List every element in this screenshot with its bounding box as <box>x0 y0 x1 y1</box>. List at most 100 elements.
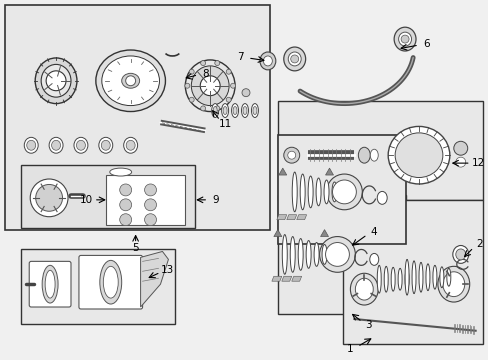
Ellipse shape <box>99 137 113 153</box>
Ellipse shape <box>350 273 377 305</box>
Ellipse shape <box>437 266 469 302</box>
Text: 5: 5 <box>132 243 139 253</box>
Bar <box>21 165 195 228</box>
Text: 9: 9 <box>212 195 219 205</box>
Circle shape <box>214 106 219 111</box>
Ellipse shape <box>369 149 377 161</box>
Ellipse shape <box>290 237 295 272</box>
Ellipse shape <box>42 265 58 303</box>
Ellipse shape <box>305 240 310 268</box>
Circle shape <box>125 76 135 86</box>
Ellipse shape <box>439 267 443 288</box>
Bar <box>343 200 482 344</box>
Circle shape <box>200 60 205 66</box>
Polygon shape <box>286 215 296 220</box>
Polygon shape <box>278 168 286 175</box>
Circle shape <box>283 147 299 163</box>
FancyBboxPatch shape <box>79 255 142 309</box>
Text: 8: 8 <box>202 69 209 78</box>
Circle shape <box>120 199 131 211</box>
Ellipse shape <box>355 278 372 300</box>
Ellipse shape <box>41 64 71 97</box>
Circle shape <box>214 60 219 66</box>
Ellipse shape <box>102 56 159 105</box>
Polygon shape <box>320 230 328 237</box>
Polygon shape <box>281 276 291 281</box>
Circle shape <box>120 214 131 226</box>
Circle shape <box>290 55 298 63</box>
Ellipse shape <box>24 137 38 153</box>
Ellipse shape <box>394 133 442 177</box>
Ellipse shape <box>35 58 77 104</box>
Circle shape <box>242 89 249 96</box>
Ellipse shape <box>376 265 381 293</box>
Ellipse shape <box>122 73 139 88</box>
Bar <box>21 249 175 324</box>
Circle shape <box>455 157 465 167</box>
Ellipse shape <box>393 27 415 51</box>
Ellipse shape <box>387 126 449 184</box>
Ellipse shape <box>397 268 401 290</box>
Polygon shape <box>141 251 168 307</box>
Ellipse shape <box>123 137 137 153</box>
Polygon shape <box>291 276 301 281</box>
Ellipse shape <box>425 264 429 291</box>
Text: 2: 2 <box>475 239 482 249</box>
Ellipse shape <box>101 140 110 150</box>
Circle shape <box>189 97 194 102</box>
Circle shape <box>200 76 220 96</box>
Ellipse shape <box>287 52 301 66</box>
Ellipse shape <box>221 104 228 117</box>
Circle shape <box>46 71 66 91</box>
Ellipse shape <box>103 266 118 298</box>
Ellipse shape <box>418 262 422 292</box>
Circle shape <box>184 83 189 88</box>
Ellipse shape <box>233 107 237 114</box>
Ellipse shape <box>260 52 275 70</box>
Ellipse shape <box>324 180 328 204</box>
Ellipse shape <box>231 104 238 117</box>
Ellipse shape <box>45 270 55 298</box>
Polygon shape <box>271 276 281 281</box>
Ellipse shape <box>411 261 415 294</box>
Ellipse shape <box>384 266 387 292</box>
Circle shape <box>120 184 131 196</box>
Bar <box>105 175 185 225</box>
Ellipse shape <box>213 107 217 114</box>
Circle shape <box>230 83 235 88</box>
FancyBboxPatch shape <box>29 261 71 307</box>
Bar <box>277 135 405 244</box>
Circle shape <box>144 214 156 226</box>
Ellipse shape <box>307 176 312 208</box>
Circle shape <box>332 180 356 204</box>
Ellipse shape <box>36 184 62 211</box>
Circle shape <box>287 151 295 159</box>
Ellipse shape <box>100 260 122 304</box>
Ellipse shape <box>76 140 85 150</box>
Ellipse shape <box>313 243 319 266</box>
Circle shape <box>326 174 362 210</box>
Polygon shape <box>325 168 333 175</box>
Ellipse shape <box>432 265 436 289</box>
Text: 11: 11 <box>218 120 231 129</box>
Text: 1: 1 <box>346 344 353 354</box>
Circle shape <box>189 69 194 74</box>
Bar <box>277 100 482 200</box>
Text: 10: 10 <box>79 195 92 205</box>
Ellipse shape <box>322 244 326 264</box>
Ellipse shape <box>30 179 68 217</box>
Ellipse shape <box>300 174 305 210</box>
Ellipse shape <box>191 66 228 105</box>
Ellipse shape <box>358 147 369 163</box>
Ellipse shape <box>74 137 88 153</box>
Bar <box>5 5 269 230</box>
Circle shape <box>325 243 349 266</box>
Ellipse shape <box>331 182 336 202</box>
Ellipse shape <box>376 192 386 204</box>
Ellipse shape <box>390 267 394 291</box>
Ellipse shape <box>369 253 378 265</box>
Ellipse shape <box>211 104 218 117</box>
Ellipse shape <box>243 107 246 114</box>
Polygon shape <box>273 230 281 237</box>
Ellipse shape <box>109 168 131 176</box>
